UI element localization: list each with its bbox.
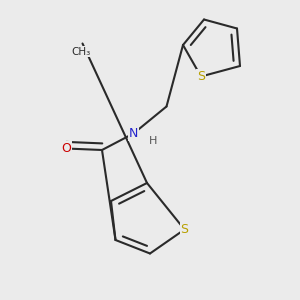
Text: H: H — [149, 136, 157, 146]
Text: CH₃: CH₃ — [71, 47, 91, 57]
Text: O: O — [61, 142, 71, 155]
Text: S: S — [197, 70, 205, 83]
Text: N: N — [129, 127, 138, 140]
Text: S: S — [181, 223, 188, 236]
